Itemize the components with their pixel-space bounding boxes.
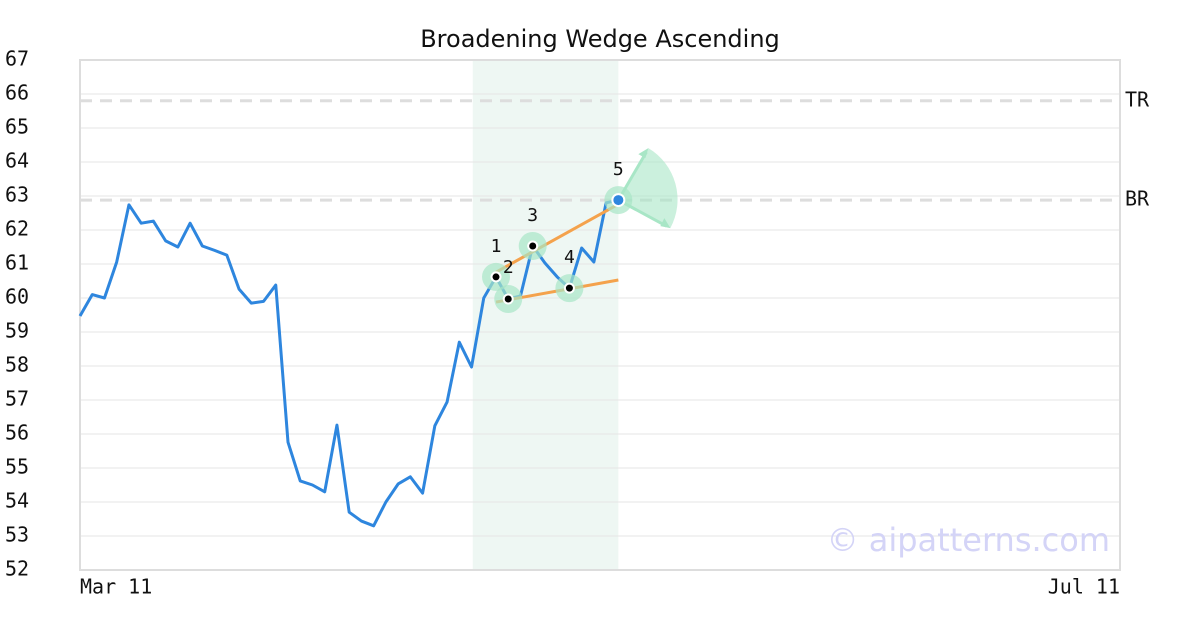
y-tick-label: 52: [5, 557, 29, 581]
y-tick-label: 66: [5, 81, 29, 105]
y-tick-label: 56: [5, 421, 29, 445]
y-tick-label: 58: [5, 353, 29, 377]
direction-fan: [618, 148, 678, 229]
pivot-point: [527, 240, 539, 252]
level-label: TR: [1125, 87, 1150, 111]
pivot-point: [490, 271, 502, 283]
arrow-head: [638, 148, 649, 159]
trendline: [495, 202, 620, 274]
watermark: © aipatterns.com: [827, 521, 1110, 559]
chart-title: Broadening Wedge Ascending: [420, 25, 780, 53]
x-tick-label: Mar 11: [80, 575, 152, 599]
level-label: BR: [1125, 187, 1150, 211]
y-tick-label: 57: [5, 387, 29, 411]
y-tick-label: 67: [5, 47, 29, 71]
y-tick-label: 63: [5, 183, 29, 207]
pivot-point: [502, 293, 514, 305]
pivot-label: 5: [613, 159, 624, 180]
pivot-label: 2: [503, 257, 514, 278]
y-tick-label: 61: [5, 251, 29, 275]
y-tick-label: 65: [5, 115, 29, 139]
pivot-point: [611, 193, 626, 208]
pivot-point: [563, 282, 575, 294]
price-line: [78, 198, 619, 528]
y-tick-label: 53: [5, 523, 29, 547]
y-tick-label: 60: [5, 285, 29, 309]
arrow-head: [660, 218, 671, 229]
pivot-label: 1: [491, 236, 502, 257]
y-tick-label: 55: [5, 455, 29, 479]
pivot-label: 4: [564, 247, 575, 268]
x-tick-label: Jul 11: [1048, 575, 1120, 599]
y-tick-label: 59: [5, 319, 29, 343]
pivot-label: 3: [527, 205, 538, 226]
y-tick-label: 64: [5, 149, 29, 173]
y-tick-label: 62: [5, 217, 29, 241]
y-tick-label: 54: [5, 489, 29, 513]
highlight-zone: [472, 60, 619, 570]
